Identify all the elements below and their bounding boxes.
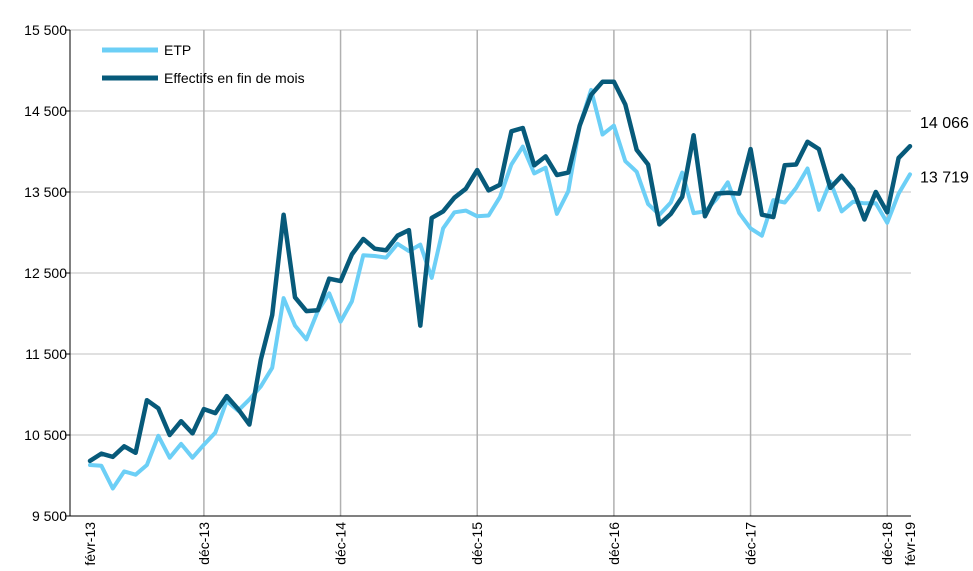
series-line-etp [88, 87, 912, 491]
legend-label: ETP [164, 42, 191, 58]
x-tick-label: déc-15 [469, 522, 485, 565]
x-tick-label: févr-13 [82, 522, 98, 566]
y-tick-label: 10 500 [24, 427, 67, 443]
legend: ETP Effectifs en fin de mois [102, 42, 305, 86]
y-tick-label: 14 500 [24, 103, 67, 119]
gridlines [70, 29, 911, 516]
x-tick-label: févr-19 [902, 522, 918, 566]
series-lines [87, 79, 913, 491]
axes [65, 29, 911, 517]
end-labels: 13 719 14 066 [920, 115, 969, 186]
legend-label: Effectifs en fin de mois [164, 70, 305, 86]
x-tick-label: déc-16 [606, 522, 622, 565]
y-tick-label: 9 500 [32, 508, 67, 524]
y-tick-label: 13 500 [24, 184, 67, 200]
x-tick-label: déc-17 [743, 522, 759, 565]
x-tick-labels: févr-13 déc-13 déc-14 déc-15 déc-16 déc-17 déc… [82, 522, 918, 566]
end-value-label: 13 719 [920, 169, 969, 186]
y-tick-label: 12 500 [24, 265, 67, 281]
x-tick-label: déc-14 [333, 522, 349, 565]
series-line-effectifs [87, 79, 913, 464]
y-tick-labels: 9 500 10 500 11 500 12 500 13 500 14 500 15 50… [24, 22, 67, 524]
x-tick-label: déc-13 [196, 522, 212, 565]
y-tick-label: 11 500 [25, 346, 67, 362]
end-value-label: 14 066 [920, 115, 969, 132]
y-tick-label: 15 500 [24, 22, 67, 38]
x-tick-label: déc-18 [879, 522, 895, 565]
